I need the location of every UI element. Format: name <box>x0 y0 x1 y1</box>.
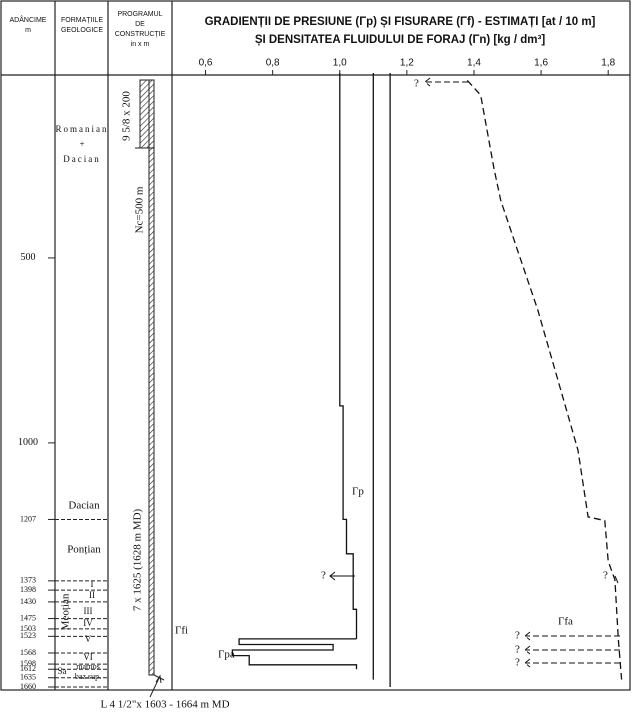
x-tick-label: 0,6 <box>199 58 213 69</box>
annotation: ? <box>414 78 419 90</box>
formation: Sa <box>58 666 67 676</box>
layer: III <box>84 606 93 616</box>
y-tick-label: 1523 <box>20 631 36 640</box>
x-tick-label: 1,2 <box>400 58 414 69</box>
annotation: ? <box>603 570 608 582</box>
layer: VI <box>83 652 93 662</box>
casing-label: 9 5/8 x 200 <box>121 91 133 141</box>
formation: + <box>79 139 84 149</box>
annotation: Γfi <box>175 625 188 637</box>
y-tick-label: 1430 <box>20 597 36 606</box>
y-tick-label: 1000 <box>18 437 38 448</box>
header: DE <box>135 21 145 28</box>
layer: V <box>85 634 92 644</box>
footnote-arrow <box>149 674 162 698</box>
layer: IV <box>83 618 93 628</box>
chart-title: GRADIENȚII DE PRESIUNE (Γp) ȘI FISURARE … <box>205 16 596 28</box>
header: PROGRAMUL <box>117 11 162 18</box>
annotation: ? <box>515 657 520 669</box>
formation: Ponțian <box>67 544 101 556</box>
y-tick-label: 1475 <box>20 613 36 622</box>
arrows <box>329 77 620 668</box>
casing-label: Nc=500 m <box>134 186 146 233</box>
header: ADÂNCIME <box>10 15 47 24</box>
y-tick-label: 1503 <box>20 624 36 633</box>
header: CONSTRUCȚIE <box>115 31 166 38</box>
header: in x m <box>131 41 150 48</box>
frame <box>0 0 631 691</box>
annotation: ? <box>515 644 520 656</box>
annotation: Γp <box>352 486 364 498</box>
x-tick-label: 1,0 <box>333 58 347 69</box>
y-tick-label: 500 <box>21 252 36 263</box>
formation: baz.sup. <box>75 672 101 681</box>
x-tick-label: 1,4 <box>467 58 481 69</box>
annotation: Γfa <box>558 616 573 628</box>
x-tick-label: 1,8 <box>601 58 615 69</box>
casing-label: 7 x 1625 (1628 m MD) <box>132 508 144 611</box>
formation: Dacian <box>63 154 100 164</box>
y-tick-label: 1568 <box>20 648 36 657</box>
series-line <box>466 79 623 680</box>
annotation: Γpa <box>218 649 235 661</box>
annotation: ? <box>515 630 520 642</box>
header: GEOLOGICE <box>61 27 103 34</box>
x-tick-label: 0,8 <box>266 58 280 69</box>
x-tick-label: 1,6 <box>534 58 548 69</box>
layer: I <box>91 579 94 589</box>
formation: Dacian <box>68 500 100 512</box>
series-line <box>231 638 358 670</box>
footnote: L 4 1/2"x 1603 - 1664 m MD <box>100 699 229 711</box>
y-tick-label: 1612 <box>20 664 36 673</box>
formation: Romanian <box>56 124 109 134</box>
chart-subtitle: ȘI DENSITATEA FLUIDULUI DE FORAJ (Γn) [k… <box>255 34 546 46</box>
y-tick-label: 1598 <box>20 659 36 668</box>
y-tick-label: 1398 <box>20 585 36 594</box>
casing <box>148 79 155 676</box>
y-tick-label: 1207 <box>20 514 36 523</box>
y-tick-label: 1660 <box>20 682 36 691</box>
y-tick-label: 1373 <box>20 576 36 585</box>
header: FORMAȚIILE <box>61 17 103 24</box>
series-line <box>339 73 358 639</box>
annotation: ? <box>321 570 326 582</box>
formation: Meoțian <box>60 593 72 630</box>
header: m <box>25 27 31 34</box>
casing <box>139 79 150 149</box>
y-tick-label: 1635 <box>20 673 36 682</box>
formation: marnos <box>76 662 100 671</box>
layer: II <box>89 590 95 600</box>
